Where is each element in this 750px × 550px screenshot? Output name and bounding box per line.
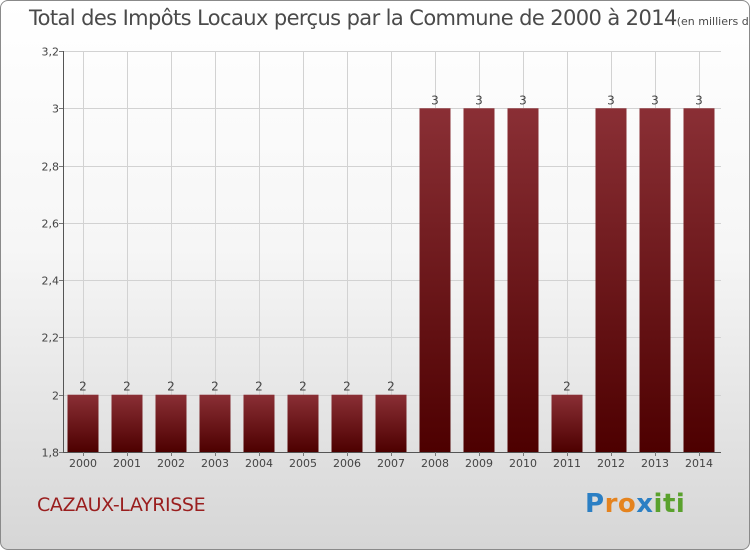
x-tick-label: 2007 xyxy=(377,457,405,470)
x-tick-label: 2008 xyxy=(421,457,449,470)
bars xyxy=(67,108,715,453)
logo-letter: i xyxy=(675,489,686,519)
bar-2000 xyxy=(67,394,99,452)
y-tick-label: 2,8 xyxy=(42,161,60,174)
bar-value-label: 2 xyxy=(167,380,175,394)
x-tick-label: 2006 xyxy=(333,457,361,470)
bar-value-label: 3 xyxy=(519,93,527,107)
x-tick-label: 2009 xyxy=(465,457,493,470)
chart-title-main: Total des Impôts Locaux perçus par la Co… xyxy=(29,6,677,30)
x-tick-label: 2001 xyxy=(113,457,141,470)
bar-value-label: 3 xyxy=(475,93,483,107)
bar-2009 xyxy=(463,108,495,453)
bar-2004 xyxy=(243,394,275,452)
bar-2001 xyxy=(111,394,143,452)
bar-value-label: 2 xyxy=(255,380,263,394)
bar-value-label: 3 xyxy=(695,93,703,107)
x-tick-label: 2000 xyxy=(69,457,97,470)
y-tick-label: 1,8 xyxy=(42,447,60,460)
logo-letter: r xyxy=(604,489,618,519)
logo-letter: P xyxy=(585,489,605,519)
bar-value-label: 2 xyxy=(79,380,87,394)
y-tick-label: 2,2 xyxy=(42,332,60,345)
bar-value-label: 3 xyxy=(431,93,439,107)
bar-value-label: 2 xyxy=(387,380,395,394)
bar-value-label: 2 xyxy=(211,380,219,394)
bar-value-label: 2 xyxy=(123,380,131,394)
bar-2014 xyxy=(683,108,715,453)
x-tick-label: 2002 xyxy=(157,457,185,470)
x-tick-label: 2013 xyxy=(641,457,669,470)
y-tick-label: 2 xyxy=(52,390,59,403)
bar-2008 xyxy=(419,108,451,453)
x-tick-label: 2003 xyxy=(201,457,229,470)
x-tick-label: 2014 xyxy=(685,457,713,470)
y-tick-label: 2,6 xyxy=(42,218,60,231)
bar-value-label: 3 xyxy=(607,93,615,107)
bar-2005 xyxy=(287,394,319,452)
y-tick-label: 3 xyxy=(52,103,59,116)
x-tick-label: 2004 xyxy=(245,457,273,470)
logo-letter: x xyxy=(636,489,654,519)
bar-2003 xyxy=(199,394,231,452)
bar-value-label: 2 xyxy=(343,380,351,394)
y-tick-label: 3,2 xyxy=(42,46,60,59)
bar-2011 xyxy=(551,394,583,452)
commune-name: CAZAUX-LAYRISSE xyxy=(37,494,206,516)
bar-2010 xyxy=(507,108,539,453)
bar-value-label: 2 xyxy=(563,380,571,394)
bar-2012 xyxy=(595,108,627,453)
axes xyxy=(59,51,721,456)
labels: 1,8 2 2,2 2,4 2,6 2,8 3 3,2 2 2000 2 2001 2 2002 2 2003… xyxy=(42,46,714,471)
logo-letter: o xyxy=(617,489,637,519)
chart-title: Total des Impôts Locaux perçus par la Co… xyxy=(29,6,749,30)
y-tick-label: 2,4 xyxy=(42,275,60,288)
bar-2006 xyxy=(331,394,363,452)
x-tick-label: 2012 xyxy=(597,457,625,470)
x-tick-label: 2010 xyxy=(509,457,537,470)
proxiti-logo[interactable]: Proxiti xyxy=(585,489,685,519)
x-tick-label: 2011 xyxy=(553,457,581,470)
bar-value-label: 3 xyxy=(651,93,659,107)
bar-2013 xyxy=(639,108,671,453)
chart-title-unit: (en milliers d'€) xyxy=(676,15,749,28)
x-tick-label: 2005 xyxy=(289,457,317,470)
logo-letter: i xyxy=(653,489,663,519)
bar-2007 xyxy=(375,394,407,452)
bar-2002 xyxy=(155,394,187,452)
bar-value-label: 2 xyxy=(299,380,307,394)
logo-letter: t xyxy=(662,489,676,519)
